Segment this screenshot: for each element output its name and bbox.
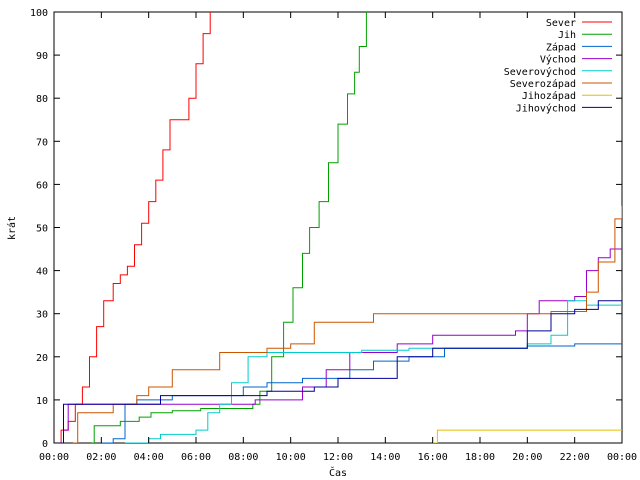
y-tick-label: 70	[36, 137, 48, 148]
legend-label: Východ	[540, 54, 576, 66]
series-line-jihovýchod	[56, 292, 622, 443]
x-tick-label: 12:00	[323, 452, 353, 463]
y-tick-label: 90	[36, 51, 48, 62]
series-layer	[54, 12, 622, 443]
y-tick-label: 0	[42, 439, 48, 450]
x-tick-label: 02:00	[86, 452, 116, 463]
y-tick-label: 10	[36, 396, 48, 407]
y-tick-label: 30	[36, 310, 48, 321]
series-line-západ	[101, 343, 622, 443]
series-line-jihozápad	[432, 429, 622, 443]
y-axis-label: krát	[6, 216, 18, 240]
legend-label: Západ	[546, 41, 576, 53]
y-tick-label: 20	[36, 353, 48, 364]
y-tick-label: 40	[36, 267, 48, 278]
x-axis-label: Čas	[329, 466, 347, 479]
x-tick-label: 22:00	[560, 452, 590, 463]
legend-label: Jihozápad	[522, 90, 576, 102]
legend: SeverJihZápadVýchodSeverovýchodSeverozáp…	[504, 18, 612, 114]
y-tick-label: 100	[30, 8, 48, 19]
x-tick-label: 00:00	[607, 452, 637, 463]
legend-label: Jih	[558, 30, 576, 41]
series-line-jih	[91, 12, 367, 443]
x-tick-label: 14:00	[370, 452, 400, 463]
legend-label: Severovýchod	[504, 66, 576, 78]
y-tick-label: 60	[36, 180, 48, 191]
x-tick-label: 18:00	[465, 452, 495, 463]
series-line-severovýchod	[125, 300, 622, 443]
legend-label: Jihovýchod	[516, 102, 576, 114]
y-tick-label: 50	[36, 224, 48, 235]
ticks-layer: 0 10 20 30 40 50 60 70 80 90 100 00:00 02:00 04:00 06:…	[30, 8, 637, 463]
x-tick-label: 16:00	[418, 452, 448, 463]
x-tick-label: 00:00	[39, 452, 69, 463]
legend-label: Sever	[546, 18, 576, 29]
x-tick-label: 10:00	[276, 452, 306, 463]
x-tick-label: 08:00	[228, 452, 258, 463]
series-line-sever	[54, 12, 211, 443]
y-tick-label: 80	[36, 94, 48, 105]
legend-label: Severozápad	[510, 78, 576, 90]
series-line-severozápad	[72, 205, 622, 443]
x-tick-label: 20:00	[512, 452, 542, 463]
x-tick-label: 06:00	[181, 452, 211, 463]
x-tick-label: 04:00	[134, 452, 164, 463]
